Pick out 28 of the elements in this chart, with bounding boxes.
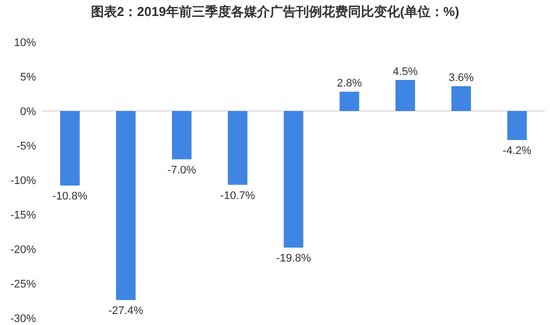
y-tick-label: 5% xyxy=(20,72,36,84)
bar xyxy=(284,111,304,248)
bar xyxy=(60,111,80,186)
y-tick-label: -25% xyxy=(10,278,36,290)
data-label: -7.0% xyxy=(167,164,196,176)
data-label: 3.6% xyxy=(448,72,474,84)
data-label: -10.7% xyxy=(220,190,256,202)
bar xyxy=(395,80,416,111)
data-label: 4.5% xyxy=(392,66,418,78)
data-label: 2.8% xyxy=(336,78,362,90)
y-tick-label: -5% xyxy=(16,140,36,152)
data-label: -27.4% xyxy=(108,305,144,318)
y-tick-label: 0% xyxy=(20,106,36,118)
y-tick-label: -15% xyxy=(10,210,36,222)
bar xyxy=(228,111,248,185)
y-tick-label: -10% xyxy=(10,175,36,187)
y-tick-label: -30% xyxy=(10,313,36,325)
data-label: -10.8% xyxy=(52,190,88,203)
y-tick-label: -20% xyxy=(10,244,36,256)
data-label: -19.8% xyxy=(276,252,312,265)
chart-title: 图表2：2019年前三季度各媒介广告刊例花费同比变化(单位：%) xyxy=(90,4,460,19)
bar xyxy=(451,86,471,111)
bar xyxy=(116,111,136,300)
y-tick-label: 10% xyxy=(14,37,36,49)
bar xyxy=(340,92,360,111)
bar xyxy=(172,111,192,160)
data-label: -4.2% xyxy=(502,144,532,157)
bar xyxy=(507,111,527,140)
